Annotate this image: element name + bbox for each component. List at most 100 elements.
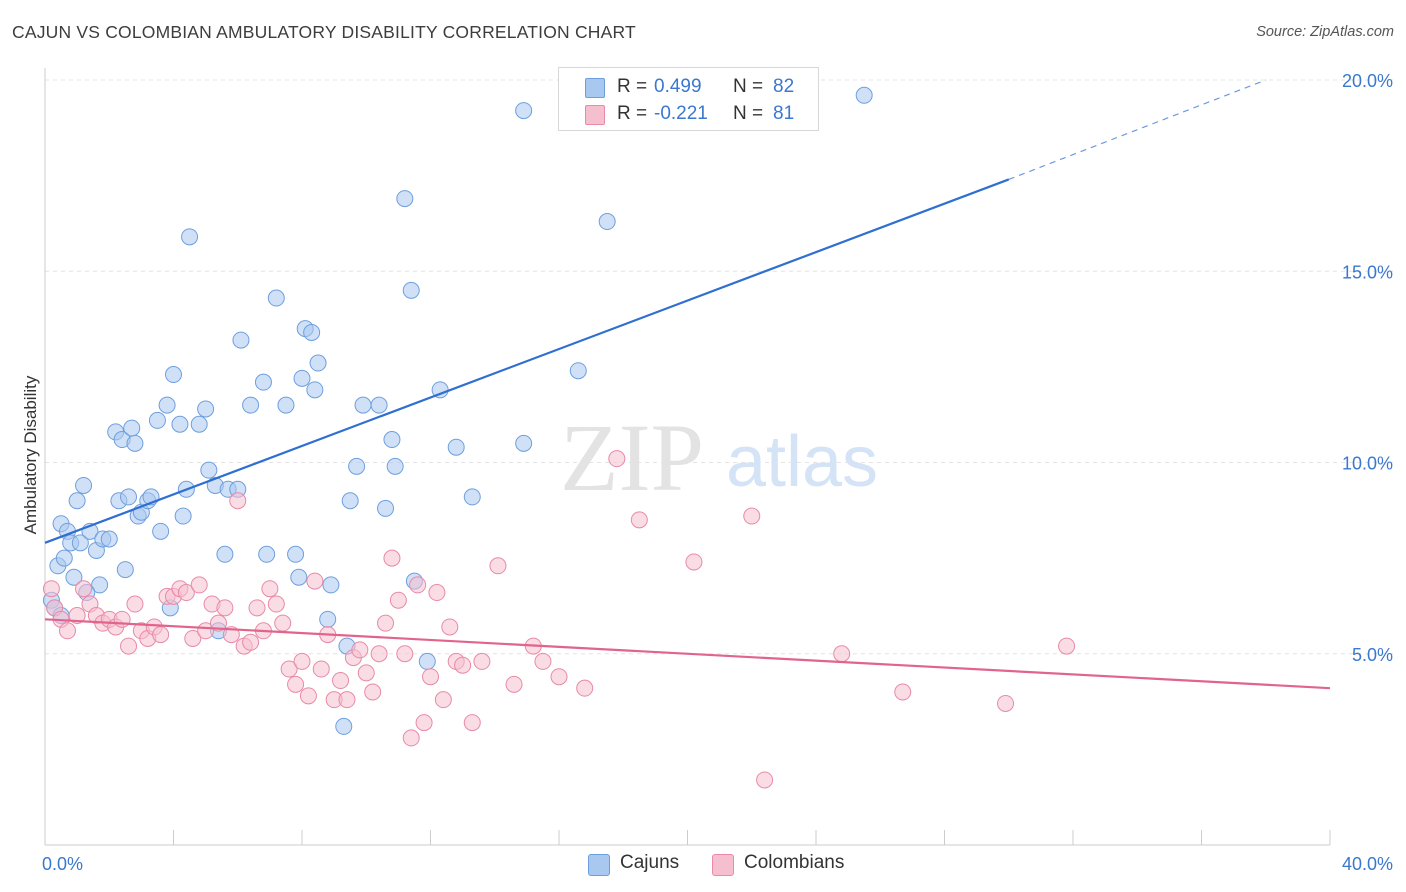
cajun-trend-extension	[1008, 79, 1266, 181]
cajun-point	[65, 568, 83, 586]
x-tick-label-min: 0.0%	[42, 854, 83, 874]
cajun-point	[55, 549, 73, 567]
cajun-point	[68, 492, 86, 510]
colombian-point	[409, 576, 427, 594]
cajun-point	[309, 354, 327, 372]
colombian-point	[261, 580, 279, 598]
legend-n-value: 82	[773, 76, 795, 97]
cajun-point	[598, 213, 616, 231]
colombian-point	[58, 622, 76, 640]
colombian-point	[550, 668, 568, 686]
cajun-point	[515, 102, 533, 120]
colombian-point	[287, 675, 305, 693]
legend-n-label: N =	[733, 76, 764, 97]
colombian-point	[505, 675, 523, 693]
y-tick-label: 10.0%	[1342, 454, 1393, 474]
colombian-point	[1058, 637, 1076, 655]
colombian-point	[534, 652, 552, 670]
cajun-point	[370, 396, 388, 414]
cajun-point	[335, 717, 353, 735]
cajun-point	[267, 289, 285, 307]
colombian-point	[894, 683, 912, 701]
cajun-point	[116, 561, 134, 579]
bottom-legend-swatch-colombians	[712, 854, 734, 876]
chart-title: CAJUN VS COLOMBIAN AMBULATORY DISABILITY…	[12, 22, 636, 42]
colombian-point	[441, 618, 459, 636]
cajun-point	[91, 576, 109, 594]
x-tick-label-max: 40.0%	[1342, 854, 1393, 874]
colombian-point	[190, 576, 208, 594]
colombian-point	[473, 652, 491, 670]
cajun-point	[123, 419, 141, 437]
cajun-point	[515, 434, 533, 452]
colombian-point	[184, 629, 202, 647]
legend: R = 0.499 N = 82 R = -0.221 N = 81	[558, 67, 819, 131]
bottom-legend-label: Cajuns	[620, 852, 680, 873]
colombian-point	[743, 507, 761, 525]
cajun-point	[418, 652, 436, 670]
colombian-trend-line	[44, 618, 1331, 690]
colombian-point	[357, 664, 375, 682]
colombian-point	[312, 660, 330, 678]
cajun-point	[152, 522, 170, 540]
colombian-point	[248, 599, 266, 617]
legend-r-value: 0.499	[654, 76, 702, 97]
data-points	[42, 86, 1076, 789]
colombian-point	[242, 633, 260, 651]
colombian-point	[454, 656, 472, 674]
legend-n-value: 81	[773, 103, 795, 124]
legend-r-label: R =	[617, 76, 648, 97]
cajun-point	[354, 396, 372, 414]
cajun-point	[293, 369, 311, 387]
cajun-point	[75, 476, 93, 494]
cajun-point	[396, 190, 414, 208]
cajun-point	[190, 415, 208, 433]
cajun-point	[463, 488, 481, 506]
colombian-point	[274, 614, 292, 632]
colombian-point	[299, 687, 317, 705]
colombian-point	[463, 714, 481, 732]
source-label: Source: ZipAtlas.com	[1256, 24, 1394, 40]
colombian-point	[630, 511, 648, 529]
cajun-point	[319, 610, 337, 628]
cajun-point	[174, 507, 192, 525]
cajun-point	[287, 545, 305, 563]
y-tick-label: 20.0%	[1342, 71, 1393, 91]
colombian-point	[152, 626, 170, 644]
colombian-point	[68, 607, 86, 624]
axes	[44, 68, 1331, 846]
cajun-point	[100, 530, 118, 548]
cajun-point	[197, 400, 215, 418]
colombian-point	[113, 610, 131, 628]
colombian-point	[280, 660, 298, 678]
colombian-point	[389, 591, 407, 609]
cajun-point	[402, 281, 420, 299]
cajun-point	[181, 228, 199, 246]
cajun-point	[126, 434, 144, 452]
cajun-point	[216, 545, 234, 563]
cajun-point	[322, 576, 340, 594]
cajun-point	[158, 396, 176, 414]
colombian-point	[377, 614, 395, 632]
cajun-point	[348, 457, 366, 475]
colombian-point	[833, 645, 851, 663]
colombian-point	[293, 652, 311, 670]
legend-swatch-colombians	[585, 105, 605, 125]
cajun-trend-line	[44, 178, 1010, 544]
colombian-point	[126, 595, 144, 613]
cajun-point	[232, 331, 250, 349]
cajun-point	[254, 373, 272, 391]
legend-n-label: N =	[733, 103, 764, 124]
cajun-point	[341, 492, 359, 510]
watermark-zip: ZIP	[560, 404, 704, 511]
cajun-point	[258, 545, 276, 563]
grid-lines	[45, 79, 1395, 655]
colombian-point	[351, 641, 369, 659]
legend-swatch-cajuns	[585, 78, 605, 98]
colombian-point	[42, 580, 60, 598]
colombian-point	[364, 683, 382, 701]
cajun-point	[447, 438, 465, 456]
colombian-point	[209, 614, 227, 632]
colombian-point	[756, 771, 774, 789]
